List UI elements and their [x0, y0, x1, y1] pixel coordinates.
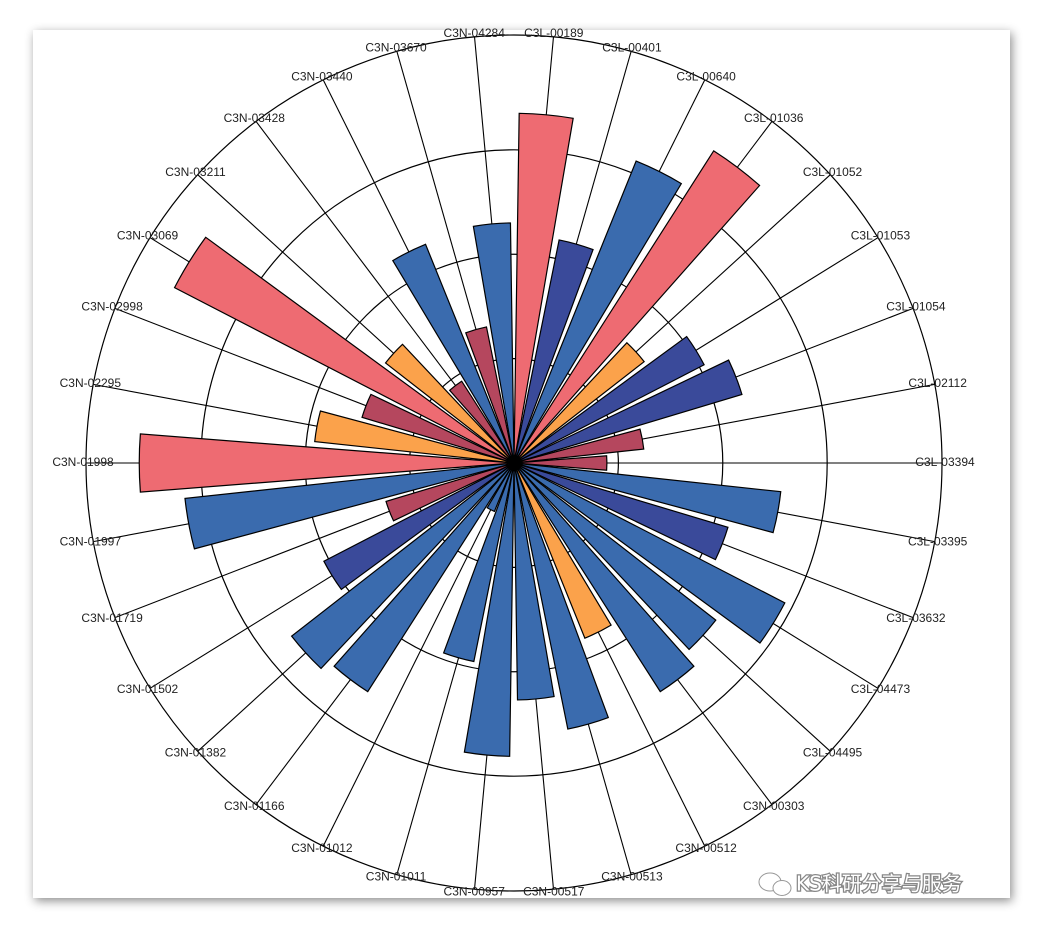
category-label: C3L-01052: [803, 165, 863, 179]
bar: [463, 462, 515, 757]
category-label: C3N-01382: [165, 746, 227, 760]
bar: [333, 462, 515, 693]
category-label: C3N-04284: [444, 26, 506, 40]
category-label: C3N-03428: [224, 111, 286, 125]
category-label: C3N-01012: [291, 841, 353, 855]
bar: [513, 455, 608, 471]
bar: [391, 243, 515, 464]
bar: [513, 462, 695, 693]
bar: [138, 433, 515, 493]
bar: [314, 410, 515, 464]
category-label: C3L-03395: [908, 534, 968, 548]
category-label: C3N-03670: [365, 41, 427, 55]
category-label: C3L-03394: [915, 455, 975, 469]
category-label: C3N-02998: [81, 299, 143, 313]
category-label: C3L-04495: [803, 746, 863, 760]
bar: [513, 160, 683, 464]
category-label: C3L-01053: [851, 228, 911, 242]
bar: [513, 335, 705, 464]
bar: [384, 343, 515, 464]
plot-area: C3L-00189 C3L-00401 C3L-00640 C3L-01036 C3L-…: [52, 26, 975, 898]
bar: [323, 462, 515, 591]
category-label: C3N-02295: [60, 376, 122, 390]
category-label: C3L-03632: [886, 611, 946, 625]
category-label: C3N-01011: [366, 870, 427, 884]
category-label: C3L-00640: [676, 69, 736, 83]
category-label: C3N-01998: [52, 455, 114, 469]
category-label: C3L-02112: [908, 376, 967, 390]
bar: [173, 236, 515, 464]
bar: [464, 326, 515, 464]
bar: [442, 462, 515, 663]
bar: [513, 150, 761, 464]
category-label: C3N-01166: [224, 799, 285, 813]
category-label: C3N-01502: [117, 682, 179, 696]
category-label: C3L-01036: [744, 111, 804, 125]
bar: [513, 462, 555, 701]
category-label: C3L-04473: [851, 682, 911, 696]
category-label: C3N-00303: [743, 799, 805, 813]
category-label: C3N-03211: [165, 165, 226, 179]
bar: [361, 393, 515, 464]
bar: [184, 462, 515, 550]
category-label: C3N-00957: [444, 884, 506, 898]
bar: [472, 222, 515, 464]
watermark: KS科研分享与服务: [796, 872, 962, 896]
category-label: C3N-03440: [291, 69, 353, 83]
bar: [513, 462, 612, 639]
bar: [385, 462, 515, 522]
bar: [513, 359, 743, 464]
category-label: C3N-01719: [81, 611, 143, 625]
bar: [513, 341, 645, 464]
bar: [448, 380, 515, 464]
watermark-icon: [758, 872, 792, 896]
category-label: C3N-00513: [601, 870, 663, 884]
bar: [513, 462, 729, 561]
spoke: [322, 462, 515, 847]
category-label: C3L-00189: [524, 26, 584, 40]
bar: [290, 462, 515, 670]
bar: [513, 462, 782, 534]
bar: [513, 462, 717, 651]
bar: [486, 462, 515, 513]
bar: [513, 112, 574, 464]
category-label: C3N-01997: [60, 534, 122, 548]
bar: [513, 428, 645, 464]
category-label: C3L-01054: [886, 299, 946, 313]
bar: [513, 462, 786, 644]
bar: [513, 462, 610, 730]
category-label: C3N-03069: [117, 228, 179, 242]
category-label: C3L-00401: [602, 41, 662, 55]
category-label: C3N-00517: [523, 884, 585, 898]
category-label: C3N-00512: [675, 841, 737, 855]
bar: [513, 239, 594, 464]
